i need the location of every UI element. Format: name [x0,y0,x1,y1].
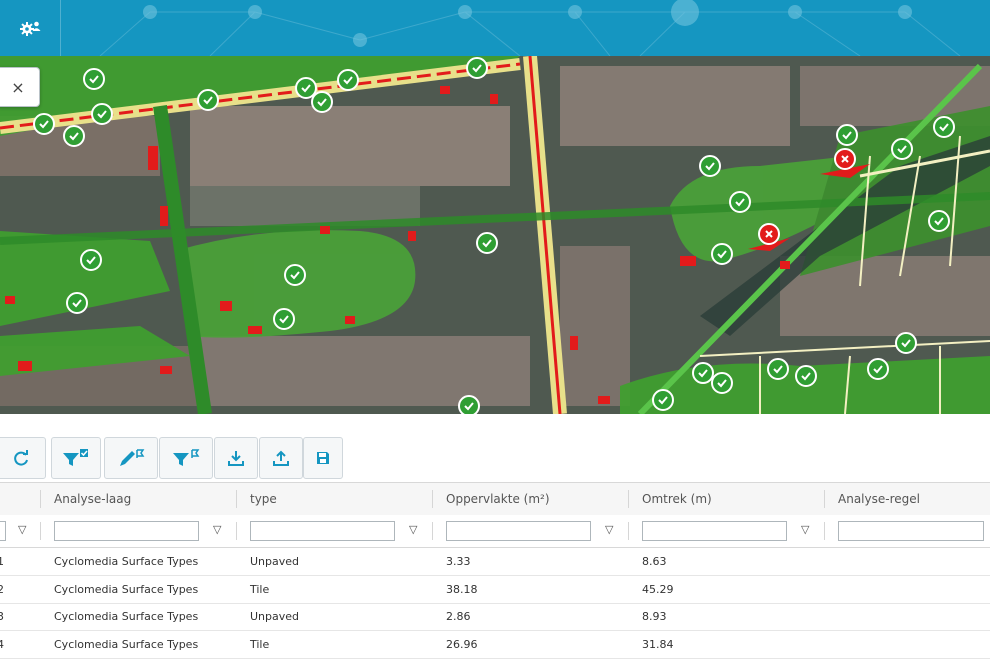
cell-type: Tile [250,638,270,651]
column-separator [236,490,237,508]
save-icon [317,452,329,464]
column-header-omtrek[interactable]: Omtrek (m) [642,492,712,506]
table-row[interactable]: 1 Cyclomedia Surface Types Unpaved 3.33 … [0,548,990,576]
roads [0,56,990,414]
app-header [0,0,990,56]
header-network-pattern [99,0,961,56]
table-toolbar [0,437,990,479]
column-separator [628,490,629,508]
filter-icon[interactable]: ▽ [801,523,810,536]
map-view[interactable] [0,56,990,414]
cell-analyse-laag: Cyclomedia Surface Types [54,555,199,568]
cell-omtrek: 31.84 [642,638,674,651]
column-separator [40,490,41,508]
cell-type: Unpaved [250,610,300,623]
filter-input-type[interactable] [250,521,395,541]
edit-flag-button[interactable] [104,437,158,479]
refresh-icon [14,450,28,466]
download-button[interactable] [214,437,258,479]
column-separator [628,522,629,540]
filter-flag-icon [173,449,200,466]
download-icon [228,451,244,466]
column-separator [824,490,825,508]
column-separator [824,522,825,540]
filter-check-icon [63,449,88,466]
cell-type: Unpaved [250,555,300,568]
error-markers[interactable] [748,148,870,251]
cell-omtrek: 8.63 [642,555,667,568]
filter-flag-button[interactable] [159,437,213,479]
filter-icon[interactable]: ▽ [409,523,418,536]
table-row[interactable]: 4 Cyclomedia Surface Types Tile 26.96 31… [0,631,990,659]
filter-input-analyse-regel[interactable] [838,521,984,541]
cell-oppervlakte: 3.33 [446,555,471,568]
column-header-oppervlakte[interactable]: Oppervlakte (m²) [446,492,550,506]
filter-input-oppervlakte[interactable] [446,521,591,541]
filter-row: ▽ ▽ ▽ ▽ ▽ [0,515,990,548]
table-row[interactable]: 2 Cyclomedia Surface Types Tile 38.18 45… [0,576,990,604]
cell-id: 2 [0,583,4,596]
buildings [0,66,990,406]
close-button[interactable]: × [0,67,40,107]
close-icon: × [11,77,25,97]
column-header-analyse-laag[interactable]: Analyse-laag [54,492,132,506]
table-row[interactable]: 3 Cyclomedia Surface Types Unpaved 2.86 … [0,603,990,631]
column-separator [432,490,433,508]
cell-type: Tile [250,583,270,596]
cell-oppervlakte: 2.86 [446,610,471,623]
gear-user-icon [20,21,41,36]
check-markers[interactable] [33,57,955,414]
settings-user-button[interactable] [0,0,61,56]
filter-input-id[interactable] [0,521,6,541]
column-separator [432,522,433,540]
cell-analyse-laag: Cyclomedia Surface Types [54,638,199,651]
damage-areas [5,86,790,404]
upload-button[interactable] [259,437,303,479]
save-button[interactable] [303,437,343,479]
column-header-analyse-regel[interactable]: Analyse-regel [838,492,920,506]
cell-id: 3 [0,610,4,623]
cell-omtrek: 45.29 [642,583,674,596]
cell-id: 1 [0,555,4,568]
column-header-type[interactable]: type [250,492,277,506]
cell-oppervlakte: 38.18 [446,583,478,596]
filter-icon[interactable]: ▽ [605,523,614,536]
column-separator [236,522,237,540]
upload-icon [273,450,289,466]
cell-analyse-laag: Cyclomedia Surface Types [54,583,199,596]
column-separator [40,522,41,540]
filter-icon[interactable]: ▽ [18,523,27,536]
cell-oppervlakte: 26.96 [446,638,478,651]
refresh-button[interactable] [0,437,46,479]
filter-checked-button[interactable] [51,437,101,479]
cell-id: 4 [0,638,4,651]
pencil-flag-icon [120,449,145,466]
cell-omtrek: 8.93 [642,610,667,623]
table-header: Analyse-laag type Oppervlakte (m²) Omtre… [0,482,990,516]
filter-input-omtrek[interactable] [642,521,787,541]
cell-analyse-laag: Cyclomedia Surface Types [54,610,199,623]
filter-icon[interactable]: ▽ [213,523,222,536]
filter-input-analyse-laag[interactable] [54,521,199,541]
